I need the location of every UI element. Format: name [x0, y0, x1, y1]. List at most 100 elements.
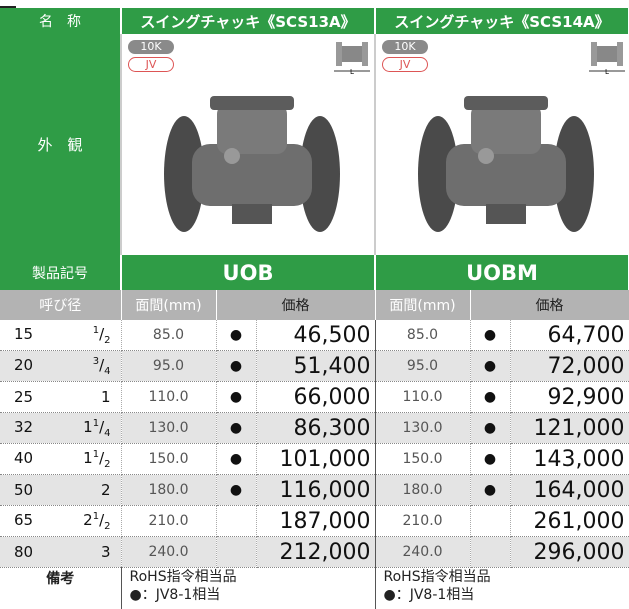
inch-whole: 3	[100, 543, 111, 561]
size-header: 呼び径	[0, 290, 122, 320]
data-row: 20 3/4 95.0 ● 51,400 95.0 ● 72,000	[0, 350, 629, 382]
code-row: 製品記号 UOB UOBM	[0, 255, 629, 290]
inch-num: 1	[92, 510, 100, 522]
size-wrap: 80 3	[0, 543, 120, 561]
dimension-label: L	[605, 68, 609, 76]
face-length: 95.0	[121, 350, 217, 382]
spec-table: 名 称 スイングチャッキ《SCS13A》 スイングチャッキ《SCS14A》 外 …	[0, 8, 629, 609]
inch-slash: /	[99, 324, 105, 343]
nominal-size: 25 1	[0, 381, 122, 413]
badge: 10K	[382, 40, 429, 54]
data-row: 25 1 110.0 ● 66,000 110.0 ● 92,900	[0, 381, 629, 413]
price: 46,500	[256, 320, 376, 351]
data-row: 65 21/2 210.0 187,000 210.0 261,000	[0, 505, 629, 537]
icon-flange	[362, 42, 369, 66]
size-mm: 65	[14, 510, 34, 529]
flange	[554, 116, 595, 232]
price: 121,000	[510, 412, 629, 444]
size-inch: 11/4	[83, 418, 110, 439]
dimension-icon: L	[589, 42, 626, 76]
inch-slash: /	[99, 510, 105, 529]
jv-mark	[216, 536, 257, 568]
header-row: 名 称 スイングチャッキ《SCS13A》 スイングチャッキ《SCS14A》	[0, 8, 629, 34]
size-inch: 3	[101, 543, 111, 561]
code-label: 製品記号	[0, 255, 122, 290]
jv-mark: ●	[470, 412, 511, 444]
jv-mark	[470, 505, 511, 537]
inch-whole: 1	[83, 417, 93, 436]
inch-whole: 1	[100, 388, 111, 406]
price: 164,000	[510, 474, 629, 506]
inch-den: 2	[104, 520, 111, 532]
product-name: スイングチャッキ《SCS14A》	[375, 8, 629, 34]
icon-body	[340, 46, 365, 62]
size-wrap: 40 11/2	[0, 449, 120, 470]
jv-mark: ●	[470, 443, 511, 475]
face-length: 180.0	[121, 474, 217, 506]
remarks-text: RoHS指令相当品 ●：JV8-1相当	[374, 567, 629, 609]
size-inch: 1/2	[93, 325, 111, 346]
badge: JV	[128, 57, 174, 72]
size-inch: 1	[101, 388, 111, 406]
jv-mark: ●	[216, 443, 257, 475]
column-header-row: 呼び径 面間(mm) 価格 面間(mm) 価格	[0, 290, 629, 320]
jv-mark: ●	[470, 350, 511, 382]
size-mm: 20	[14, 355, 34, 374]
face-length: 150.0	[121, 443, 217, 475]
price: 101,000	[256, 443, 376, 475]
inch-whole: 1	[83, 448, 93, 467]
badge: JV	[382, 57, 429, 72]
size-mm: 32	[14, 417, 34, 436]
price: 66,000	[256, 381, 376, 413]
size-wrap: 32 11/4	[0, 417, 120, 439]
flange	[164, 116, 204, 232]
jv-mark: ●	[216, 320, 257, 351]
size-wrap: 65 21/2	[0, 510, 120, 532]
product-image: 10K JV L	[374, 34, 629, 255]
nominal-size: 15 1/2	[0, 320, 122, 351]
inch-slash: /	[99, 417, 105, 436]
jv-mark	[216, 505, 257, 537]
icon-flange	[591, 42, 598, 66]
inch-num: 3	[92, 355, 100, 367]
icon-flange	[617, 42, 624, 66]
remarks-label: 備考	[46, 571, 75, 587]
icon-flange	[336, 42, 343, 66]
badges: 10K JV	[382, 40, 429, 75]
remark-line: RoHS指令相当品	[129, 569, 237, 585]
inch-whole: 2	[83, 510, 93, 529]
price: 64,700	[510, 320, 629, 351]
price: 212,000	[256, 536, 376, 568]
face-length: 130.0	[121, 412, 217, 444]
nominal-size: 65 21/2	[0, 505, 122, 537]
face-length: 110.0	[375, 381, 471, 413]
bonnet	[471, 104, 542, 154]
base	[486, 204, 527, 224]
plug	[224, 148, 240, 164]
inch-slash: /	[99, 355, 105, 374]
size-wrap: 50 2	[0, 481, 120, 499]
inch-den: 4	[104, 427, 111, 439]
price-header: 価格	[216, 290, 376, 320]
cover	[464, 96, 549, 110]
size-mm: 50	[14, 481, 34, 499]
size-mm: 80	[14, 543, 34, 561]
face-length: 210.0	[375, 505, 471, 537]
price: 51,400	[256, 350, 376, 382]
jv-mark: ●	[216, 412, 257, 444]
size-inch: 21/2	[83, 511, 110, 532]
jv-mark	[470, 536, 511, 568]
size-inch: 11/2	[83, 449, 110, 470]
data-row: 32 11/4 130.0 ● 86,300 130.0 ● 121,000	[0, 412, 629, 444]
dimension-label: L	[350, 68, 354, 76]
plug	[478, 148, 495, 164]
jv-mark: ●	[470, 320, 511, 351]
product-code: UOB	[121, 255, 377, 290]
size-wrap: 20 3/4	[0, 355, 120, 377]
size-inch: 2	[101, 481, 111, 499]
bonnet	[217, 104, 287, 154]
inch-whole: 2	[100, 481, 111, 499]
product-code: UOBM	[375, 255, 629, 290]
corner-line	[0, 0, 16, 8]
header-label: 名 称	[0, 8, 122, 34]
